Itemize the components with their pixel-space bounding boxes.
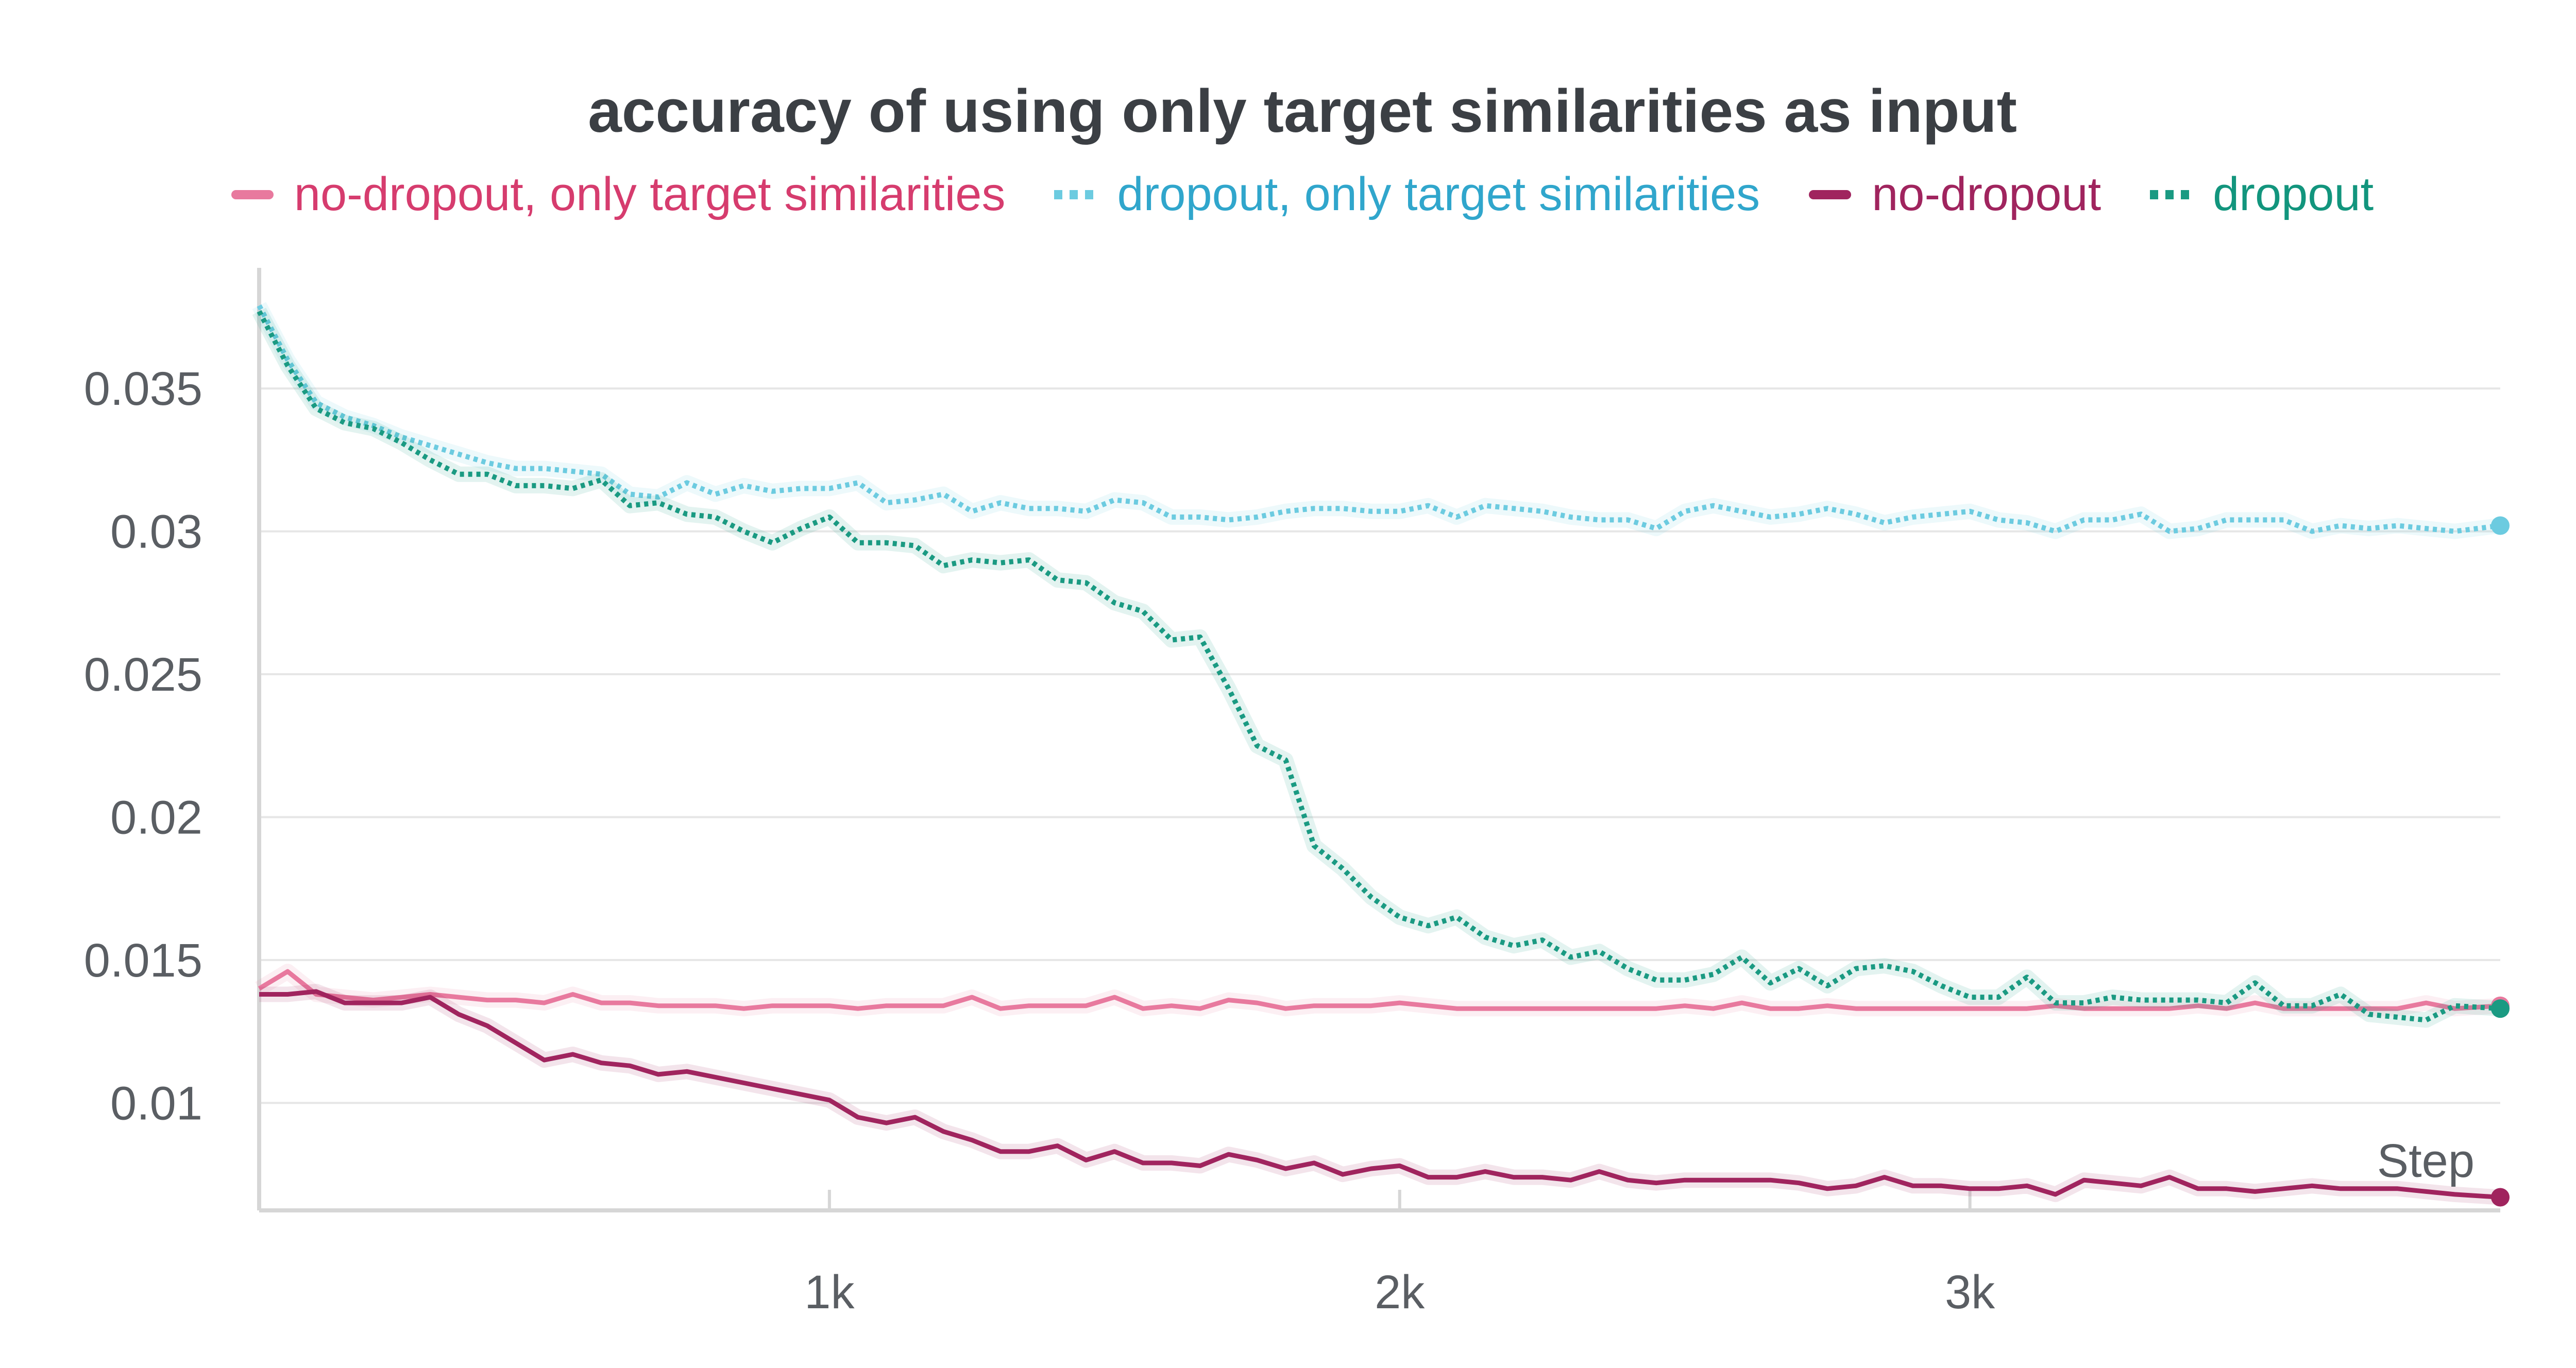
legend-item-no-dropout-target[interactable]: no-dropout, only target similarities	[231, 167, 1006, 221]
legend-label: dropout	[2213, 168, 2374, 220]
legend-label: no-dropout, only target similarities	[294, 168, 1006, 220]
y-tick-label: 0.015	[84, 934, 202, 987]
legend-item-dropout-target[interactable]: dropout, only target similarities	[1054, 167, 1760, 221]
series-lines	[252, 302, 2510, 1207]
axes	[257, 268, 2500, 1212]
y-tick-label: 0.03	[110, 506, 202, 558]
gridlines	[259, 387, 2500, 1104]
y-tick-label: 0.01	[110, 1077, 202, 1130]
x-tick-label: 1k	[804, 1266, 855, 1319]
legend-swatch	[1054, 190, 1097, 199]
legend: no-dropout, only target similarities dro…	[0, 167, 2576, 221]
series-end-point[interactable]	[2491, 999, 2510, 1018]
series-line[interactable]	[257, 310, 2501, 1023]
x-tick-label: 3k	[1945, 1266, 1995, 1319]
x-tick-label: 2k	[1375, 1266, 1425, 1319]
legend-swatch	[2150, 190, 2193, 199]
series-band	[252, 302, 2501, 539]
y-tick-label: 0.025	[84, 648, 202, 701]
x-axis-label: Step	[2377, 1135, 2475, 1187]
legend-swatch	[231, 190, 274, 199]
series-line[interactable]	[257, 304, 2501, 534]
legend-item-no-dropout[interactable]: no-dropout	[1809, 167, 2101, 221]
y-tick-label: 0.035	[84, 363, 202, 415]
series-line[interactable]	[258, 969, 2501, 1011]
chart-title: accuracy of using only target similariti…	[588, 77, 2017, 145]
legend-label: no-dropout	[1872, 168, 2102, 220]
legend-label: dropout, only target similarities	[1117, 168, 1760, 220]
series-end-point[interactable]	[2491, 516, 2510, 535]
series-band	[252, 307, 2501, 1028]
legend-swatch	[1809, 190, 1852, 199]
series-line[interactable]	[259, 989, 2501, 1200]
y-tick-label: 0.02	[110, 791, 202, 844]
series-end-point[interactable]	[2491, 1188, 2510, 1207]
legend-item-dropout[interactable]: dropout	[2150, 167, 2374, 221]
tick-labels: 0.01 0.015 0.02 0.025 0.03 0.035 1k 2k 3k Step	[84, 363, 2475, 1319]
